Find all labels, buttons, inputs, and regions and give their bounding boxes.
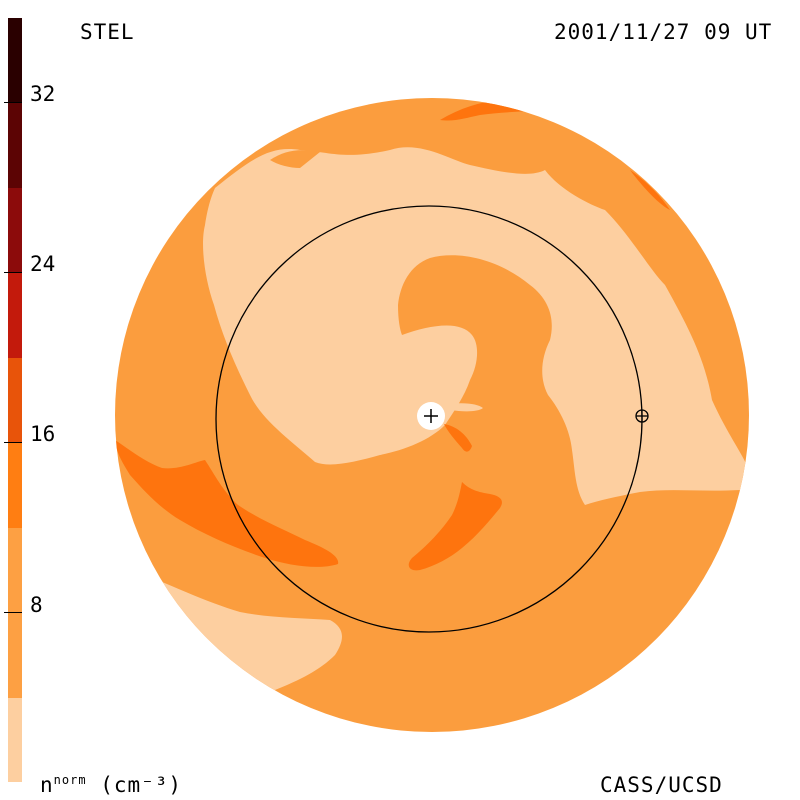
color-scale-tick-label: 32	[30, 82, 56, 106]
density-region-dark	[115, 440, 339, 567]
unit-label-base: n	[40, 773, 54, 797]
color-scale-tick-label: 16	[30, 422, 56, 446]
source-label: STEL	[80, 20, 135, 44]
color-scale-segment	[8, 358, 22, 443]
sun-plus-icon	[417, 402, 445, 430]
density-region-light	[450, 403, 483, 412]
color-scale-segment	[8, 528, 22, 698]
density-region-dark	[630, 170, 670, 210]
density-region-dark	[444, 424, 472, 452]
unit-label-sup: norm	[53, 773, 87, 787]
color-scale-segment	[8, 273, 22, 358]
color-scale-tick	[4, 102, 22, 103]
timestamp: 2001/11/27 09 UT	[554, 20, 773, 44]
color-scale-segment	[8, 18, 22, 103]
density-region-light	[203, 147, 749, 505]
color-scale-tick	[4, 272, 22, 273]
color-scale-bar	[8, 18, 22, 782]
unit-label-units: (cm⁻³)	[100, 773, 183, 797]
earth-circle-plus-icon	[635, 409, 649, 423]
color-scale-segment	[8, 103, 22, 188]
unit-label: nnorm (cm⁻³)	[40, 773, 182, 797]
color-scale-tick	[4, 442, 22, 443]
color-scale-tick	[4, 612, 22, 613]
credit-label: CASS/UCSD	[600, 773, 723, 797]
color-scale-segment	[8, 443, 22, 528]
color-scale-tick-label: 8	[30, 593, 43, 617]
color-scale-tick-label: 24	[30, 252, 56, 276]
color-scale-segment	[8, 188, 22, 273]
color-scale-segment	[8, 698, 22, 782]
density-region-dark	[408, 482, 502, 571]
density-region-mid	[270, 150, 320, 168]
